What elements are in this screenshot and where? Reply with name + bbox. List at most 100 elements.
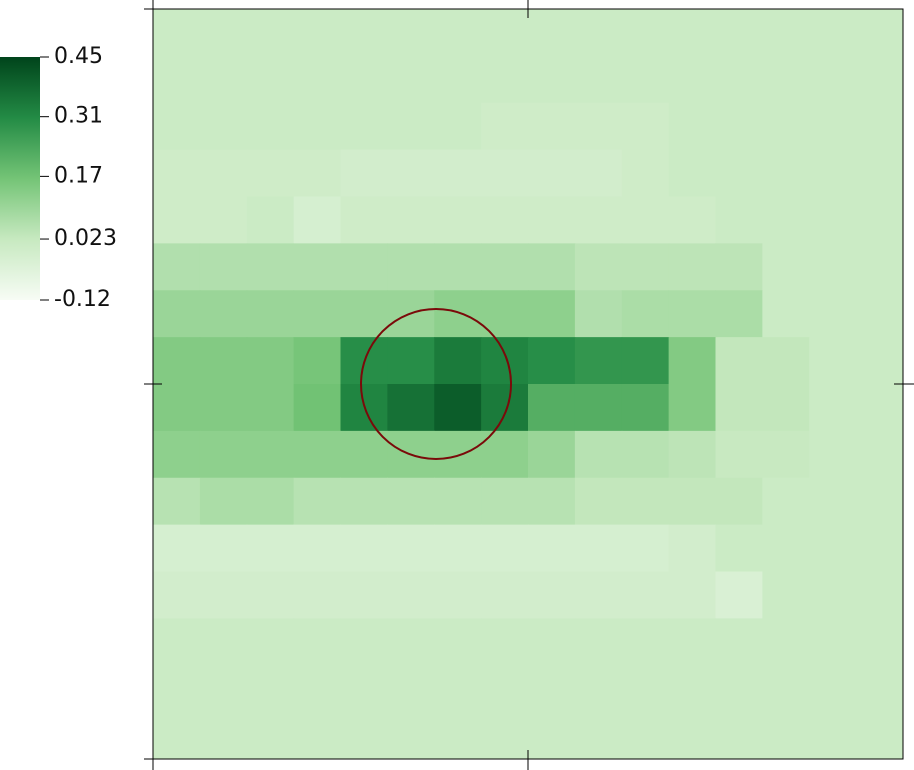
cell <box>153 618 201 666</box>
cell <box>574 712 623 760</box>
cell <box>856 665 904 713</box>
cell <box>715 196 763 244</box>
cell <box>153 337 201 385</box>
cell <box>340 430 388 479</box>
cell <box>246 102 295 151</box>
cell <box>199 384 248 432</box>
cell <box>246 243 295 291</box>
cell <box>434 196 482 244</box>
cell <box>340 196 388 244</box>
cell <box>199 196 248 244</box>
cell <box>574 618 623 666</box>
cell <box>668 477 716 526</box>
cell <box>528 712 576 760</box>
cell <box>199 665 248 713</box>
cell <box>574 384 623 432</box>
cell <box>574 337 623 385</box>
cell <box>481 477 529 526</box>
cell <box>293 712 341 760</box>
cell <box>621 524 670 572</box>
cell <box>199 618 248 666</box>
cell <box>246 337 295 385</box>
cell <box>715 243 763 291</box>
cell <box>574 149 623 197</box>
cell <box>481 712 529 760</box>
cell <box>715 290 763 338</box>
cell <box>856 243 904 291</box>
cell <box>574 571 623 619</box>
region-outline <box>360 308 512 460</box>
cell <box>528 665 576 713</box>
cell <box>387 384 435 432</box>
colorbar-tick-label: 0.45 <box>54 44 103 69</box>
cell <box>153 243 201 291</box>
cell <box>574 524 623 572</box>
cell <box>340 243 388 291</box>
cell <box>528 618 576 666</box>
cell <box>668 384 716 432</box>
cell <box>434 384 482 432</box>
cell <box>621 337 670 385</box>
cell <box>293 243 341 291</box>
cell <box>153 149 201 197</box>
cell <box>668 9 716 57</box>
cell <box>621 665 670 713</box>
cell <box>528 243 576 291</box>
cell <box>528 290 576 338</box>
cell <box>434 337 482 385</box>
cell <box>153 712 201 760</box>
cell <box>715 384 763 432</box>
cell <box>809 430 857 479</box>
cell <box>528 337 576 385</box>
cell <box>528 430 576 479</box>
cell <box>434 149 482 197</box>
cell <box>199 337 248 385</box>
cell <box>434 524 482 572</box>
cell <box>809 102 857 151</box>
cell <box>481 196 529 244</box>
cell <box>481 243 529 291</box>
cell <box>153 571 201 619</box>
cell <box>340 9 388 57</box>
cell <box>762 571 810 619</box>
cell <box>762 618 810 666</box>
cell <box>387 243 435 291</box>
cell <box>528 149 576 197</box>
cell <box>762 712 810 760</box>
cell <box>199 571 248 619</box>
cell <box>293 571 341 619</box>
cell <box>668 243 716 291</box>
cell <box>715 477 763 526</box>
cell <box>293 384 341 432</box>
cell <box>668 196 716 244</box>
cell <box>246 9 295 57</box>
cell <box>574 55 623 104</box>
cell <box>856 618 904 666</box>
cell <box>715 430 763 479</box>
cell <box>340 712 388 760</box>
cell <box>199 712 248 760</box>
cell <box>668 524 716 572</box>
cell <box>528 196 576 244</box>
cell <box>856 9 904 57</box>
cell <box>856 384 904 432</box>
cell <box>246 55 295 104</box>
cell <box>809 290 857 338</box>
cell <box>153 55 201 104</box>
cell <box>434 571 482 619</box>
cell <box>199 290 248 338</box>
cell <box>434 430 482 479</box>
cell <box>621 618 670 666</box>
cell <box>293 102 341 151</box>
cell <box>715 665 763 713</box>
cell <box>387 102 435 151</box>
cell <box>668 618 716 666</box>
cell <box>528 9 576 57</box>
cell <box>528 571 576 619</box>
cell <box>574 196 623 244</box>
cell <box>387 196 435 244</box>
cell <box>293 524 341 572</box>
cell <box>434 618 482 666</box>
cell <box>481 430 529 479</box>
